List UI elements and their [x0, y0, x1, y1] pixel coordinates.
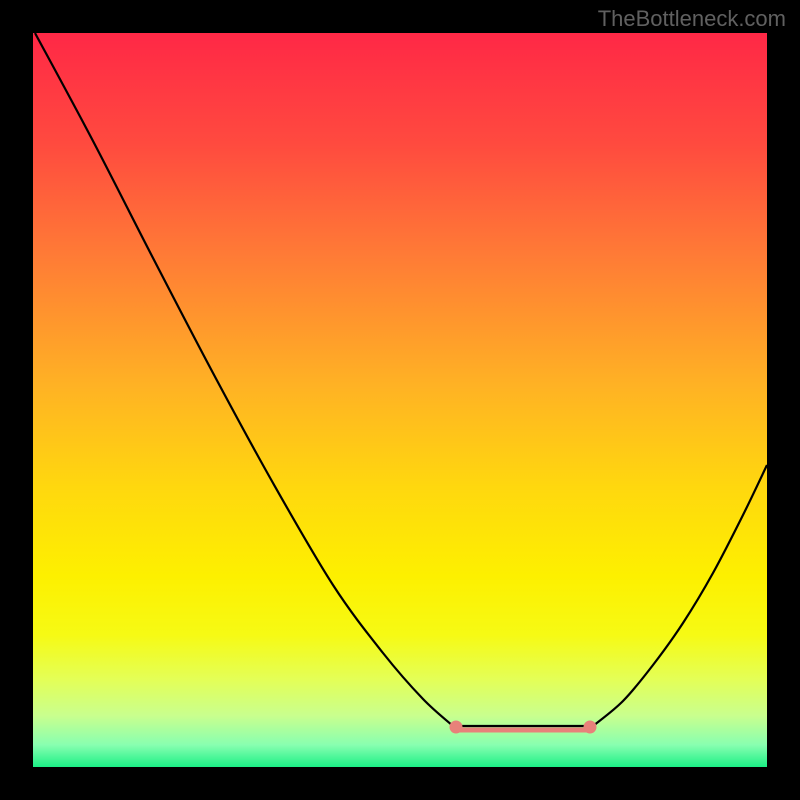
curve-left-segment [35, 33, 455, 728]
watermark-text: TheBottleneck.com [598, 6, 786, 32]
right-marker-dot [584, 721, 596, 733]
curve-right-segment [591, 465, 767, 728]
left-marker-dot [450, 721, 462, 733]
plot-area [33, 33, 767, 767]
bottleneck-curve-svg [33, 33, 767, 767]
